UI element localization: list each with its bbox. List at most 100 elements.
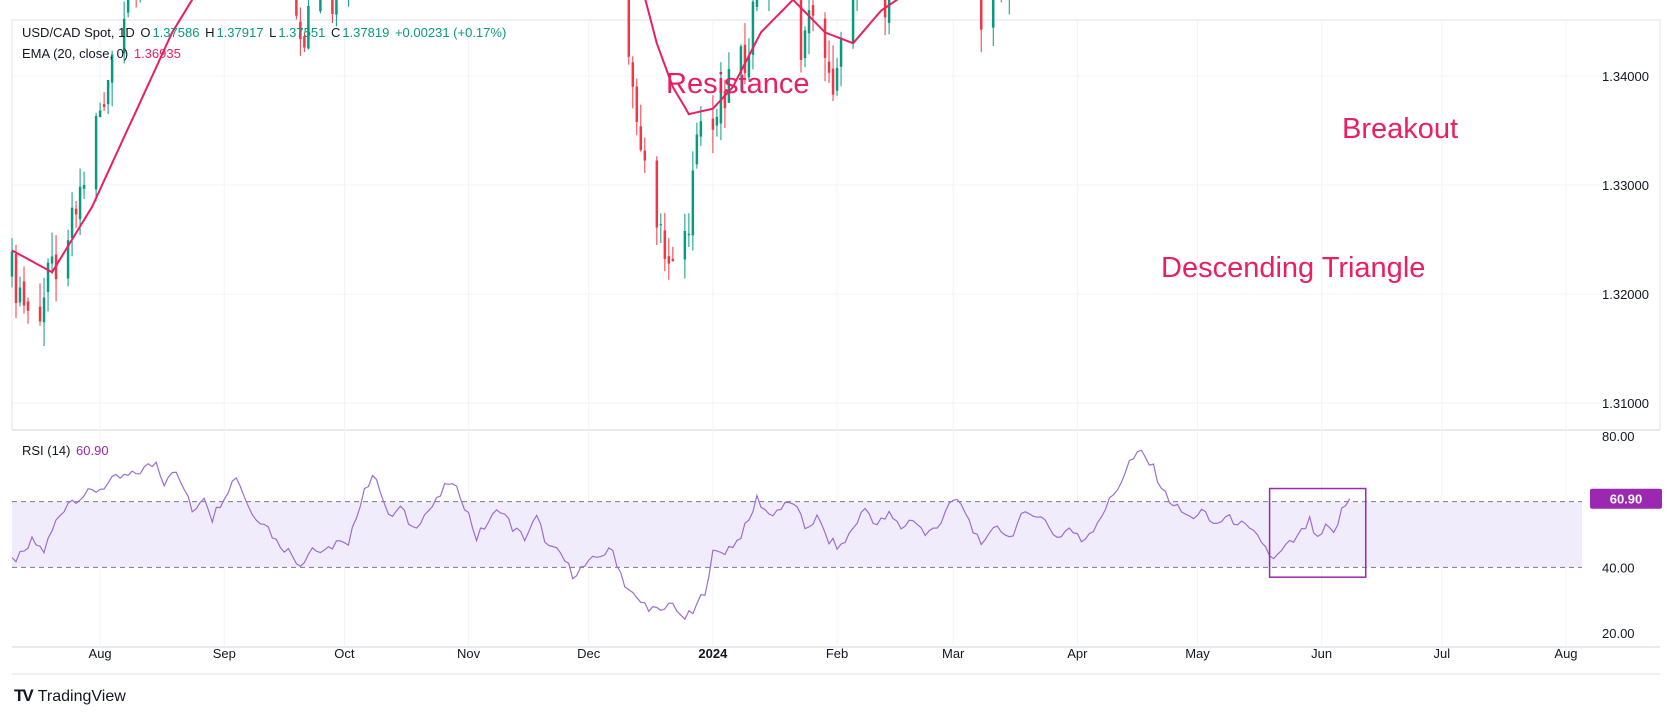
drawings xyxy=(1268,487,1367,578)
candle xyxy=(851,0,855,44)
candle xyxy=(659,224,663,226)
candle xyxy=(755,0,759,7)
candle xyxy=(319,0,322,12)
x-tick-label: Jun xyxy=(1311,646,1332,661)
candle xyxy=(110,54,114,83)
rsi-band xyxy=(12,501,1582,568)
grid xyxy=(11,19,1661,675)
rsi-tick-label: 20.00 xyxy=(1602,626,1635,641)
candle xyxy=(98,110,102,118)
candle xyxy=(687,233,691,236)
candle xyxy=(743,44,747,74)
candle xyxy=(335,0,338,15)
low-label: L xyxy=(269,25,277,40)
annotation-resistance: Resistance xyxy=(666,68,810,100)
candlesticks xyxy=(10,0,1010,347)
candle xyxy=(106,79,110,105)
candle xyxy=(42,297,46,323)
candle xyxy=(827,61,831,73)
x-tick-label: Feb xyxy=(826,646,848,661)
candle xyxy=(22,281,26,306)
chart-header-ohlc: USD/CAD Spot, 1D O 1.37586 H 1.37917 L 1.37… xyxy=(22,25,508,41)
candle xyxy=(102,104,106,107)
candle xyxy=(10,251,14,277)
rsi-highlight-box xyxy=(1268,487,1367,578)
candle xyxy=(46,262,50,292)
ema-line xyxy=(11,0,899,274)
rsi-badge-text: 60.90 xyxy=(1610,492,1643,507)
x-tick-label: Mar xyxy=(942,646,965,661)
candle xyxy=(667,256,671,264)
rsi-label: RSI (14) xyxy=(22,443,71,458)
high-value: 1.37917 xyxy=(216,25,264,40)
annotation-breakout: Breakout xyxy=(1342,113,1459,145)
low-value: 1.37551 xyxy=(278,25,326,40)
rsi-polyline xyxy=(11,449,1351,621)
rsi-line xyxy=(11,449,1351,621)
candle xyxy=(663,230,667,259)
candle xyxy=(831,68,835,95)
candle xyxy=(299,21,302,40)
candle xyxy=(887,0,891,23)
candle xyxy=(811,5,815,16)
candle xyxy=(695,134,699,165)
candle xyxy=(50,256,54,264)
x-tick-label: Sep xyxy=(213,646,236,661)
candle xyxy=(835,67,839,91)
x-tick-label: Apr xyxy=(1067,646,1088,661)
ema-value: 1.36935 xyxy=(133,46,181,61)
rsi-tick-label: 80.00 xyxy=(1602,429,1635,444)
candle xyxy=(699,121,703,137)
candle xyxy=(671,258,675,262)
rsi-badge-bg xyxy=(1590,488,1662,509)
candle xyxy=(727,69,731,103)
ema-polyline xyxy=(11,0,899,274)
candle xyxy=(38,306,42,322)
candle xyxy=(122,18,126,54)
candle xyxy=(627,0,631,57)
y-tick-label: 1.34000 xyxy=(1602,69,1649,84)
close-value: 1.37819 xyxy=(342,25,390,40)
open-label: O xyxy=(140,25,151,40)
candle xyxy=(295,0,298,16)
high-label: H xyxy=(205,25,215,40)
candle xyxy=(655,160,659,228)
candle xyxy=(331,0,334,14)
candle xyxy=(70,207,74,239)
candle xyxy=(635,86,639,123)
tradingview-logo[interactable]: TV TradingView xyxy=(14,686,126,706)
candle xyxy=(723,90,727,109)
candle xyxy=(691,170,695,236)
candle xyxy=(307,5,310,49)
x-tick-label: May xyxy=(1185,646,1210,661)
close-label: C xyxy=(330,25,341,40)
tradingview-logo-icon: TV xyxy=(14,686,34,705)
candle xyxy=(74,208,78,215)
candle xyxy=(979,0,983,30)
chart-header-rsi: RSI (14) 60.90 xyxy=(22,443,111,459)
candle xyxy=(803,30,807,59)
candle xyxy=(683,231,687,260)
y-tick-label: 1.33000 xyxy=(1602,178,1649,193)
symbol-label: USD/CAD Spot, 1D xyxy=(22,25,135,40)
x-tick-label: Aug xyxy=(89,646,112,661)
candle xyxy=(711,118,715,130)
y-tick-label: 1.31000 xyxy=(1602,396,1649,411)
candle xyxy=(715,116,719,126)
x-tick-label: Aug xyxy=(1554,646,1577,661)
tradingview-logo-text: TradingView xyxy=(37,688,126,705)
candle xyxy=(643,150,647,161)
candle xyxy=(799,0,803,61)
x-tick-label: 2024 xyxy=(698,646,728,661)
candle xyxy=(26,301,30,311)
candle xyxy=(839,38,843,67)
rsi-tick-label: 40.00 xyxy=(1602,560,1635,575)
candle xyxy=(747,55,751,78)
candle xyxy=(78,186,82,220)
candle xyxy=(807,10,811,34)
candle xyxy=(719,85,723,124)
x-tick-label: Nov xyxy=(457,646,481,661)
ema-label: EMA (20, close, 0) xyxy=(22,46,129,61)
x-tick-label: Oct xyxy=(334,646,355,661)
